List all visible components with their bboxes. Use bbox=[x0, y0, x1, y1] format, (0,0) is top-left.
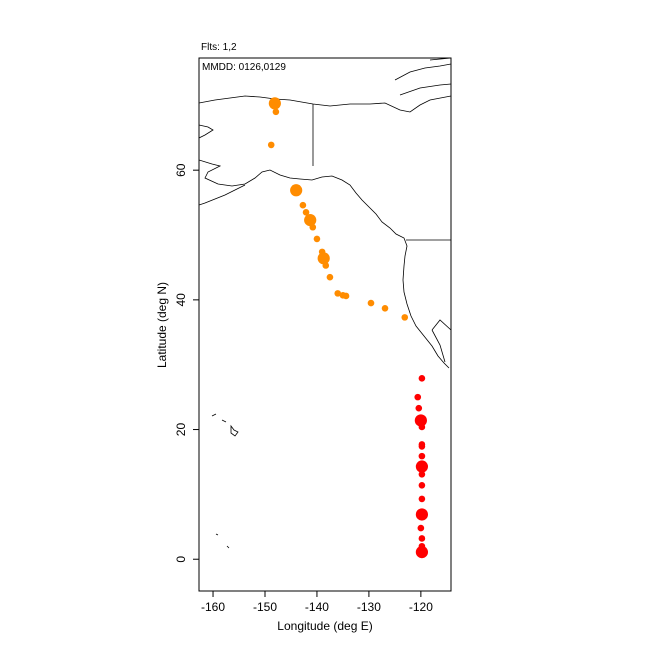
flight-point bbox=[418, 423, 426, 431]
plot-frame bbox=[198, 57, 452, 592]
x-axis-label: Longitude (deg E) bbox=[277, 619, 372, 633]
flight-point bbox=[418, 535, 426, 542]
y-axis-label: Latitude (deg N) bbox=[155, 282, 169, 368]
flight-point bbox=[417, 524, 425, 532]
flight-point bbox=[342, 292, 350, 300]
x-tick-label: -140 bbox=[305, 600, 329, 614]
flight-point bbox=[272, 108, 280, 116]
flight-point bbox=[313, 235, 321, 243]
flight-point bbox=[268, 97, 281, 110]
flight-point bbox=[414, 414, 427, 427]
x-tick-label: -160 bbox=[201, 600, 225, 614]
flight-point bbox=[415, 508, 429, 521]
chart-subtitle: MMDD: 0126,0129 bbox=[202, 62, 286, 73]
y-tick-label: 40 bbox=[174, 293, 188, 307]
y-tick-label: 0 bbox=[174, 556, 188, 563]
flight-point bbox=[326, 273, 334, 281]
flight-point bbox=[415, 404, 423, 412]
flight-point bbox=[299, 201, 307, 209]
flight-point bbox=[418, 470, 426, 478]
x-tick-label: -150 bbox=[253, 600, 277, 614]
flight-point bbox=[322, 262, 330, 269]
flight-point bbox=[418, 495, 426, 503]
flight-point bbox=[381, 304, 389, 312]
flight-point bbox=[418, 482, 426, 489]
coastline bbox=[199, 58, 451, 549]
flight-point bbox=[415, 545, 429, 559]
y-tick-label: 60 bbox=[174, 163, 188, 177]
flight-point bbox=[418, 375, 426, 382]
flight-point bbox=[418, 452, 426, 460]
flight-point bbox=[309, 223, 317, 231]
flight-point bbox=[418, 443, 426, 450]
flight-point bbox=[304, 214, 317, 227]
flight-point bbox=[317, 252, 330, 265]
flight-point bbox=[302, 209, 310, 216]
flight-point bbox=[367, 299, 375, 307]
chart-title: Flts: 1,2 bbox=[201, 42, 237, 53]
x-tick-label: -120 bbox=[409, 600, 433, 614]
x-tick-label: -130 bbox=[357, 600, 381, 614]
flight-point bbox=[414, 393, 422, 401]
flight-point bbox=[415, 460, 429, 473]
flight-point bbox=[401, 314, 409, 321]
flight-point bbox=[267, 141, 275, 149]
flight-point bbox=[334, 290, 342, 297]
y-tick-label: 20 bbox=[174, 423, 188, 437]
flight-point bbox=[290, 184, 303, 197]
